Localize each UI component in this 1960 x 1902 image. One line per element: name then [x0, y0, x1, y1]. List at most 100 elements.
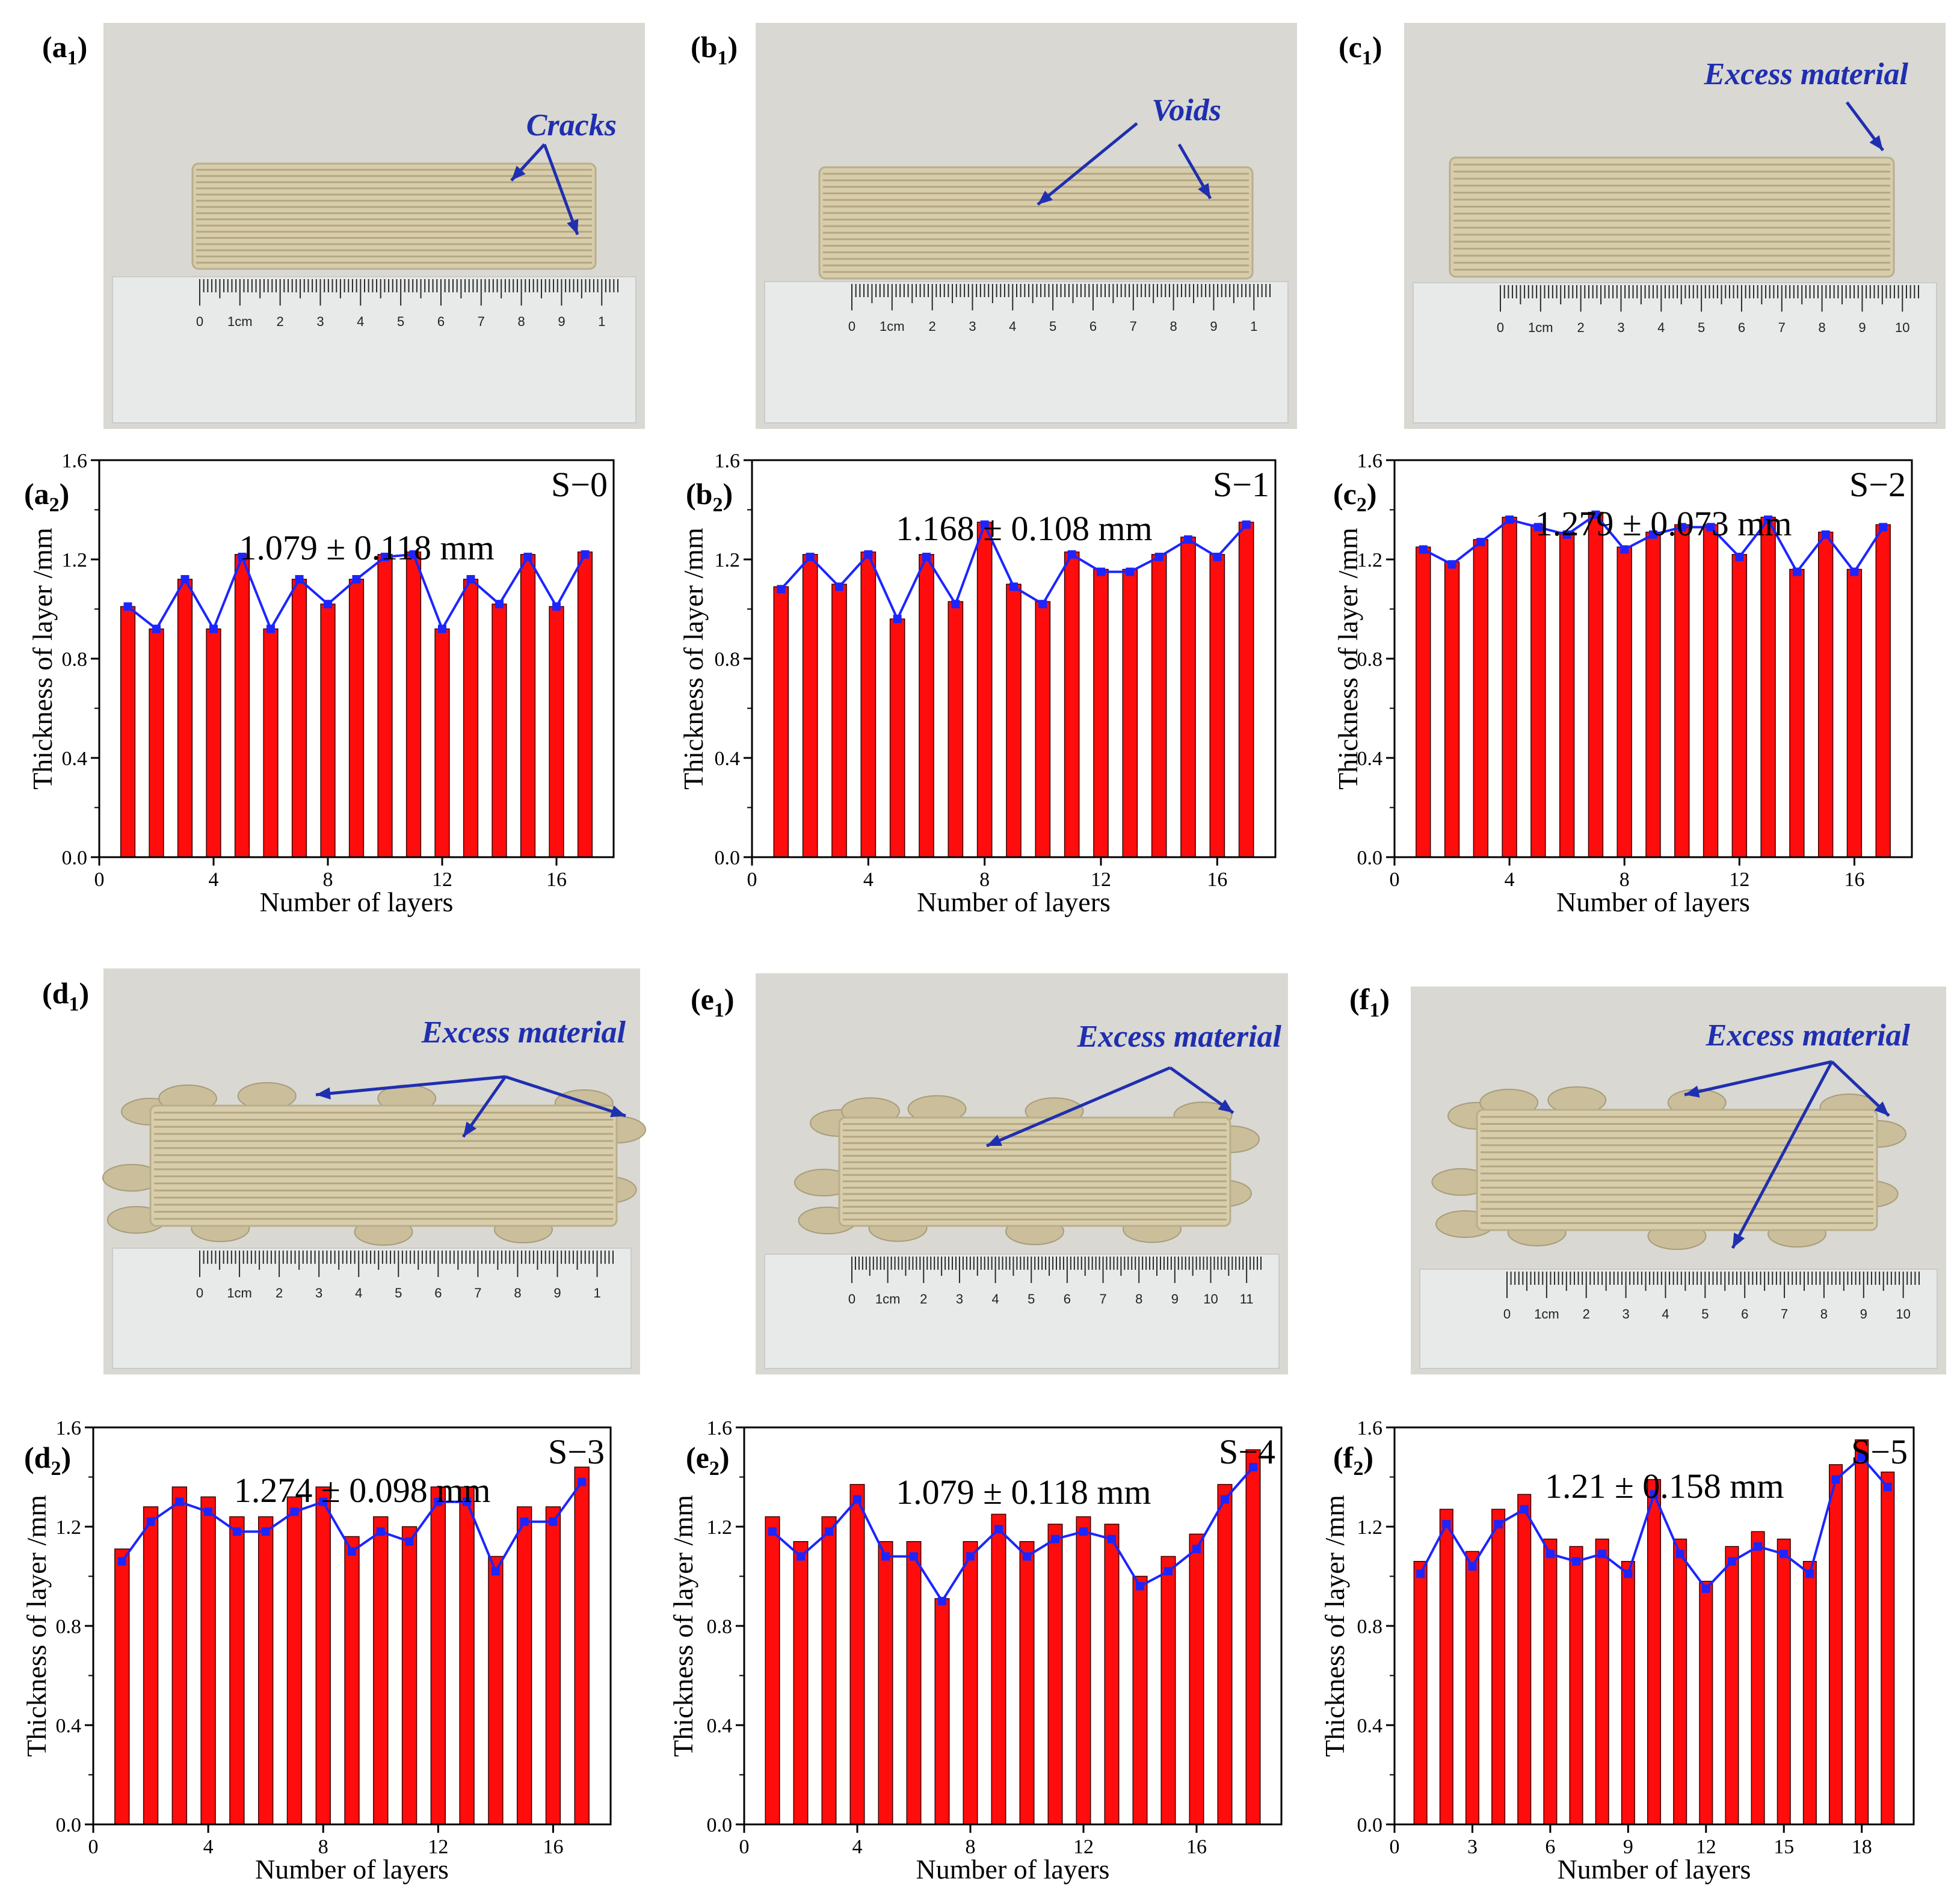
data-point [1097, 567, 1105, 576]
bar [1751, 1531, 1765, 1825]
data-point [1562, 530, 1571, 539]
bar [1875, 524, 1891, 858]
y-tick-label: 0.8 [56, 1616, 82, 1638]
data-point [1476, 538, 1485, 547]
arrow-head-icon [1684, 1085, 1700, 1098]
y-tick-label: 0.0 [1357, 847, 1383, 869]
x-axis-label: Number of layers [916, 1854, 1110, 1885]
bar [948, 601, 964, 858]
bar [1846, 568, 1863, 858]
bar [1595, 1538, 1609, 1825]
y-tick-label: 0.0 [1357, 1814, 1383, 1836]
bar [1217, 1484, 1233, 1825]
bar [1238, 522, 1254, 858]
ruler-label: 1 [593, 1285, 600, 1300]
ruler-label: 3 [1617, 320, 1624, 335]
annotation-arrow [1684, 1060, 1832, 1097]
panel-label: (d2) [24, 1441, 71, 1480]
x-axis-label: Number of layers [260, 887, 454, 917]
mean-thickness-stat: 1.168 ± 0.108 mm [896, 509, 1153, 548]
bar [1104, 1524, 1120, 1825]
data-point [1108, 1534, 1116, 1543]
ruler [112, 1248, 632, 1369]
bar [434, 628, 450, 858]
ruler-label: 6 [437, 314, 445, 329]
chart-panel-e2: 0.0 0.4 0.8 1.2 1.6 0 4 8 12 16 Number of layers Th… [668, 1417, 1283, 1885]
bar [377, 554, 393, 858]
sample-name: S−3 [548, 1432, 605, 1471]
mean-thickness-stat: 1.274 ± 0.098 mm [234, 1471, 491, 1510]
printed-sample [149, 1104, 618, 1227]
data-point [1805, 1569, 1814, 1578]
ruler-label: 4 [355, 1285, 362, 1300]
x-tick-label: 12 [1696, 1836, 1716, 1858]
bar [488, 1556, 504, 1825]
ruler-label: 3 [315, 1285, 322, 1300]
panel-label: (b1) [691, 30, 738, 69]
bar [991, 1513, 1006, 1825]
y-axis-label: Thickness of layer /mm [1319, 1495, 1350, 1757]
ruler-label: 11 [1240, 1291, 1254, 1306]
data-point [267, 624, 275, 633]
data-point [152, 624, 161, 633]
ruler [1413, 282, 1937, 423]
photo-panel-d1: 0 1cm 2 3 4 5 6 7 8 9 1 Excess material (d1) [42, 968, 646, 1374]
y-axis-label: Thickness of layer /mm [21, 1495, 52, 1757]
ruler-label: 9 [1860, 1306, 1867, 1322]
printed-sample [1476, 1109, 1878, 1231]
arrow-head-icon [1874, 1101, 1889, 1116]
mean-thickness-stat: 1.279 ± 0.073 mm [1535, 504, 1792, 543]
data-point [1879, 523, 1888, 532]
panel-label: (e1) [691, 982, 735, 1021]
data-point [1792, 567, 1801, 576]
data-point [549, 1517, 558, 1526]
data-point [1675, 1550, 1684, 1559]
ruler-label: 7 [478, 314, 485, 329]
ruler-label: 9 [553, 1285, 561, 1300]
bar [430, 1486, 446, 1825]
data-point [1126, 567, 1135, 576]
photo-panel-a1: 0 1cm 2 3 4 5 6 7 8 9 1 Cracks (a1) [42, 23, 645, 429]
ruler-label: 10 [1895, 320, 1909, 335]
y-axis-label: Thickness of layer /mm [668, 1495, 698, 1757]
data-point [438, 624, 446, 633]
bar [1647, 1479, 1662, 1825]
bar [802, 554, 818, 858]
arrow-head-icon [1869, 135, 1883, 150]
data-point [175, 1497, 184, 1506]
data-point [777, 585, 786, 594]
bar [1777, 1538, 1791, 1825]
ruler-label: 9 [1210, 319, 1217, 334]
bar [177, 579, 193, 858]
bar [1189, 1533, 1204, 1825]
bar [234, 554, 250, 858]
ruler-label: 6 [1089, 319, 1097, 334]
panel-label: (c2) [1333, 477, 1377, 516]
data-point [835, 582, 843, 591]
ruler-label: 5 [1028, 1291, 1035, 1306]
data-point [1598, 1550, 1607, 1559]
data-point [348, 1547, 356, 1556]
y-tick-label: 0.0 [62, 847, 88, 869]
bar [1645, 531, 1661, 858]
bar [1064, 551, 1080, 858]
data-point [768, 1527, 777, 1536]
ruler-label: 0 [1503, 1306, 1511, 1322]
panel-label: (c1) [1339, 30, 1382, 69]
ruler-label: 8 [1170, 319, 1177, 334]
data-point [1442, 1519, 1451, 1528]
y-tick-label: 0.8 [1357, 648, 1383, 671]
ruler-label: 0 [196, 314, 203, 329]
data-point [893, 615, 902, 623]
arrow-head-icon [567, 219, 579, 235]
x-tick-label: 16 [546, 869, 567, 891]
data-point [1857, 1453, 1866, 1462]
data-point [1780, 1550, 1789, 1559]
bar [1019, 1541, 1035, 1825]
panel-label: (a1) [42, 30, 87, 69]
bar [401, 1526, 418, 1825]
data-point [1650, 1490, 1659, 1499]
annotation-excess-material: Excess material [1077, 1020, 1282, 1054]
x-tick-label: 8 [1619, 869, 1630, 891]
y-tick-label: 0.0 [707, 1814, 733, 1836]
